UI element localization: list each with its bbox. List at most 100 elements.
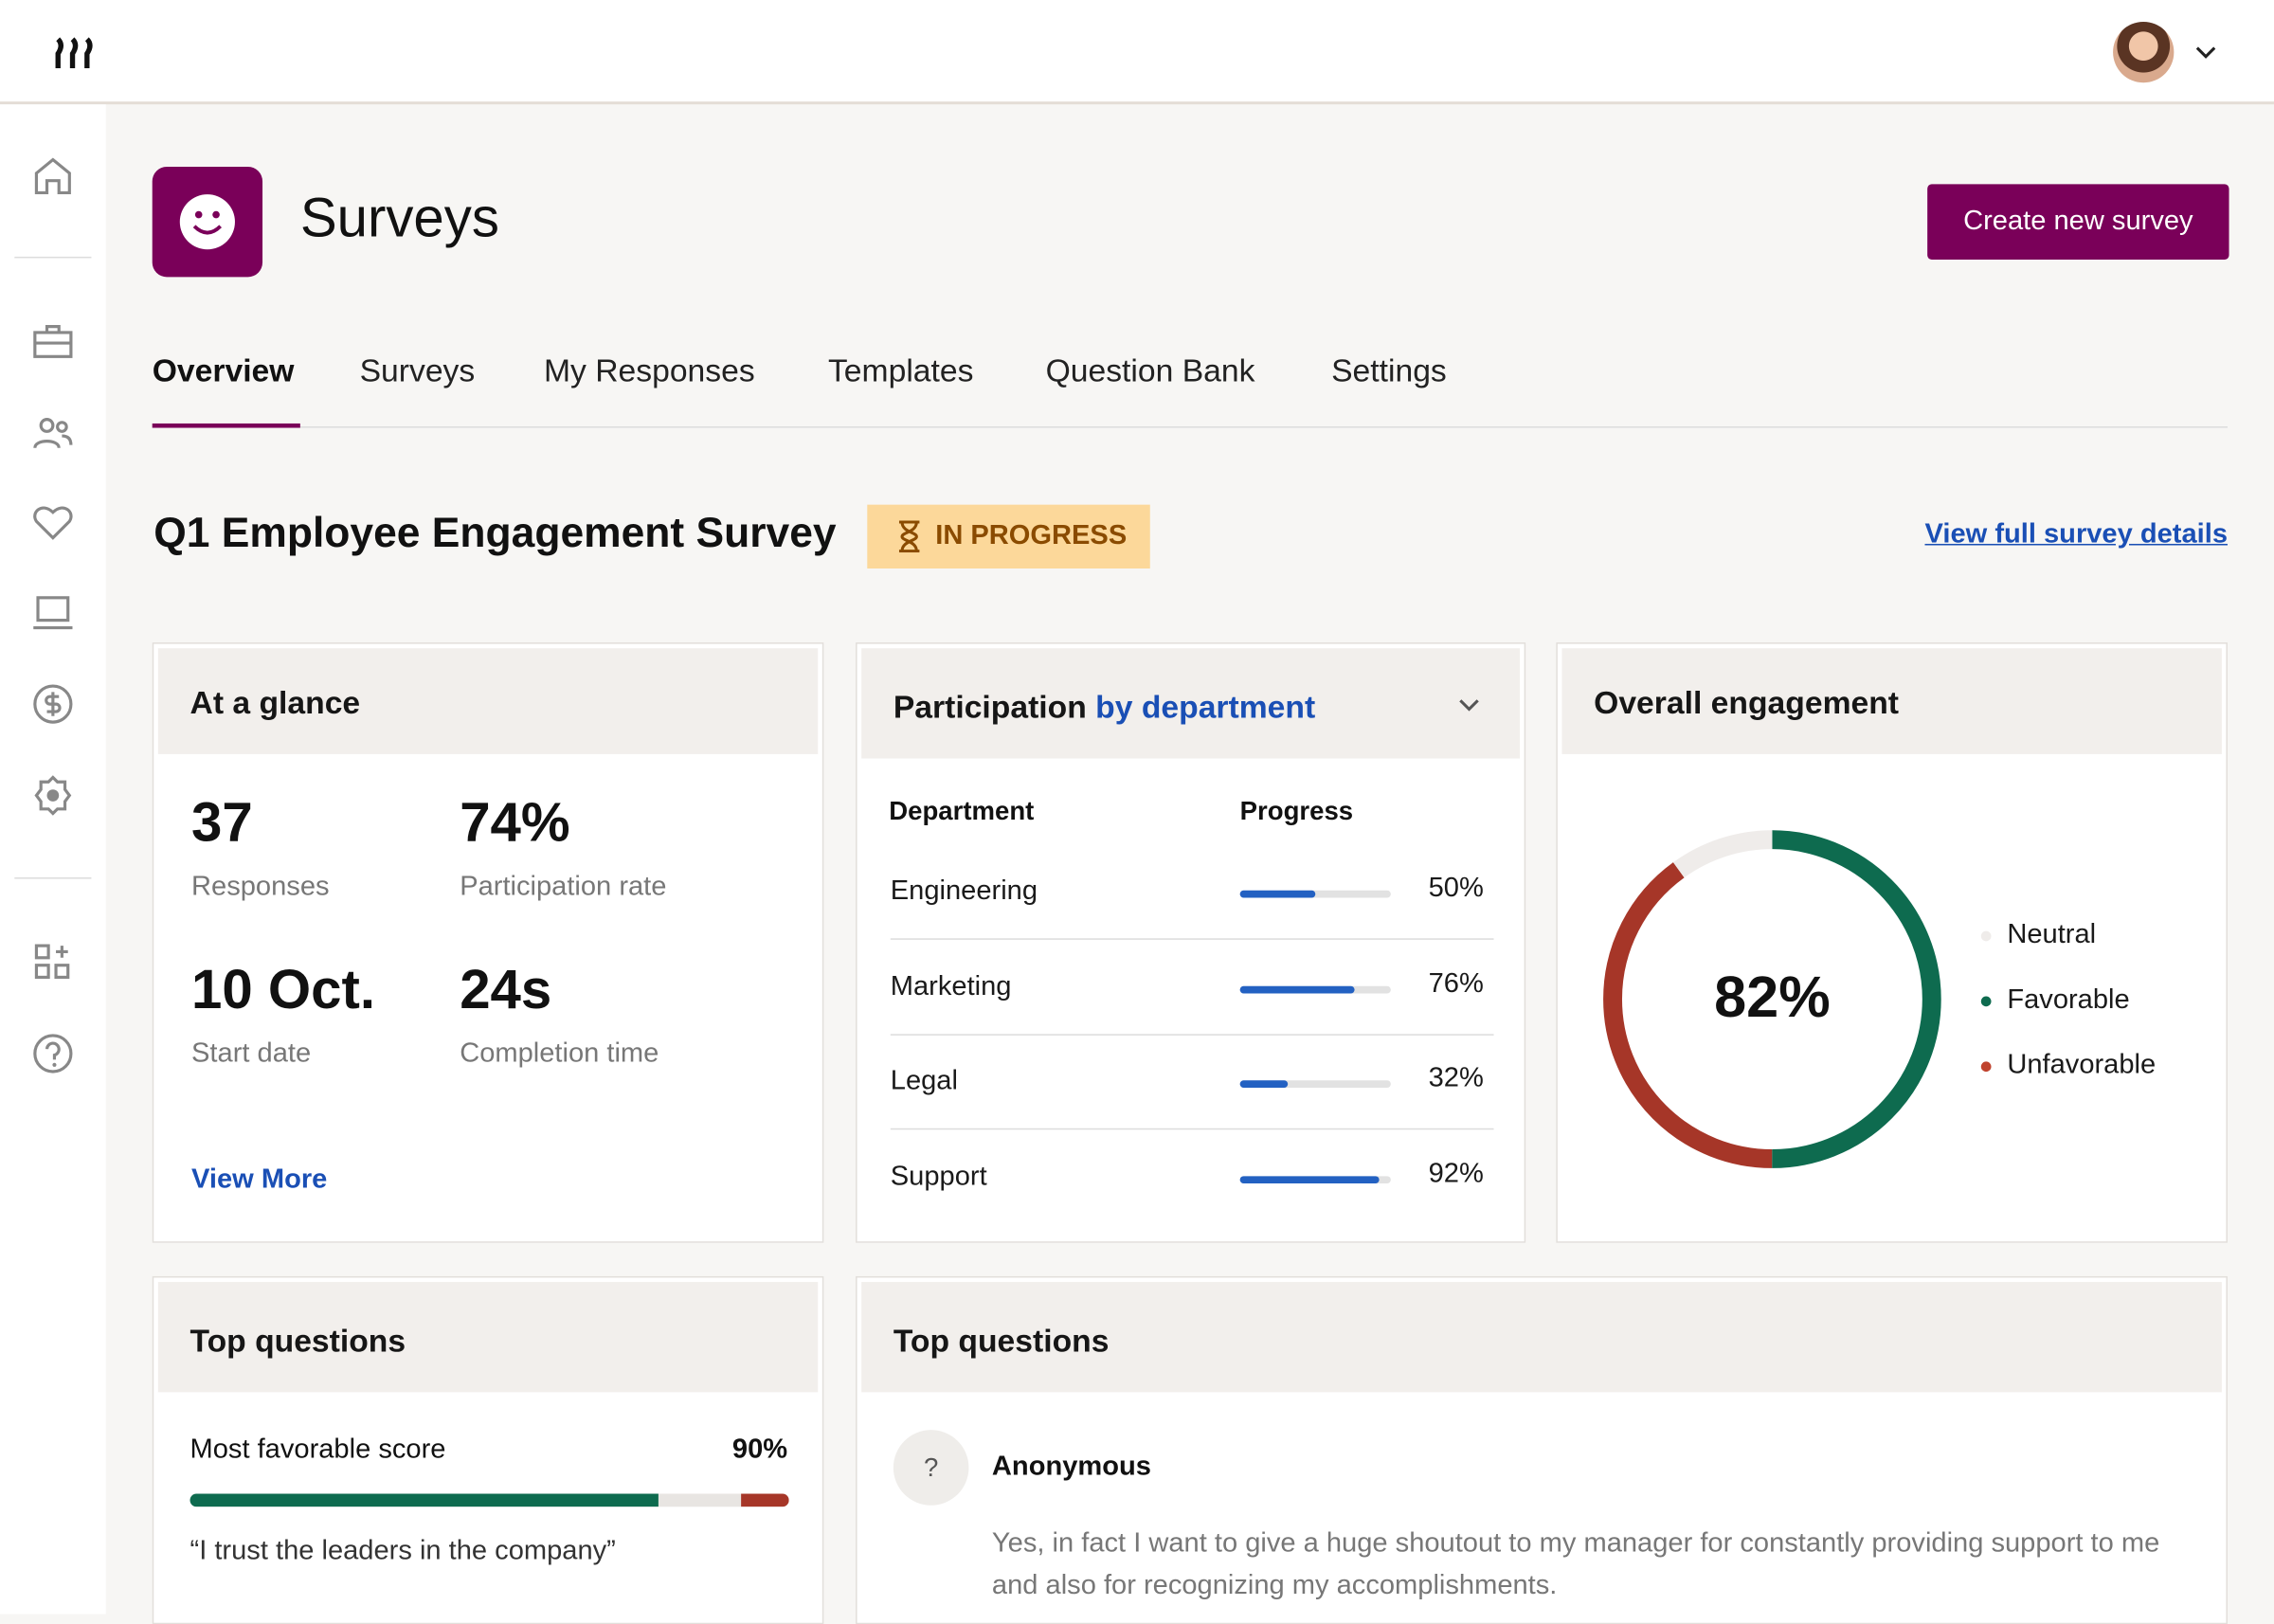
top-questions-card: Top questions Most favorable score 90% “… [152,1275,824,1624]
card-header: Overall engagement [1561,648,2222,754]
card-title: Overall engagement [1594,684,1900,721]
smiley-icon [179,194,235,250]
comment-author: Anonymous [991,1452,1151,1483]
legend-item: Unfavorable [1980,1050,2157,1082]
status-badge: IN PROGRESS [867,504,1150,568]
question-quote: “I trust the leaders in the company” [190,1535,616,1567]
apps-icon[interactable] [32,941,74,983]
settings-icon[interactable] [32,774,74,816]
department-name: Legal [890,1065,958,1097]
card-header: Top questions [861,1282,2222,1393]
card-title: Top questions [893,1322,1110,1360]
view-more-link[interactable]: View More [191,1164,328,1196]
legend-item: Neutral [1980,919,2097,951]
legend-label: Unfavorable [2007,1050,2157,1081]
card-header: Top questions [157,1282,819,1393]
favorable-score-value: 90% [731,1434,788,1465]
progress-fill [1239,1080,1289,1088]
chevron-down-icon[interactable] [1457,696,1480,713]
tab-question-bank[interactable]: Question Bank [1045,352,1255,389]
department-dropdown-label[interactable]: by department [1095,689,1316,726]
progress-fill [1239,890,1316,898]
participation-percent: 32% [1428,1062,1484,1094]
hourglass-icon [898,520,920,553]
top-bar [0,0,2274,105]
start-date-value: 10 Oct. [191,960,376,1021]
view-survey-details-link[interactable]: View full survey details [1924,518,2229,550]
column-header-department: Department [889,796,1035,825]
participation-card: Participation by department Department P… [856,642,1526,1243]
favorable-score-label: Most favorable score [190,1434,446,1465]
row-divider [890,938,1494,940]
participation-progress-bar [1239,890,1391,898]
department-name: Support [890,1161,987,1192]
briefcase-icon[interactable] [32,320,74,362]
people-icon[interactable] [32,412,74,454]
responses-label: Responses [191,871,330,903]
tab-overview[interactable]: Overview [152,352,295,389]
responses-value: 37 [191,793,253,855]
legend-dot [1980,1061,1992,1073]
participation-progress-bar [1239,1080,1391,1088]
column-header-progress: Progress [1239,796,1354,825]
department-name: Engineering [890,875,1038,907]
comment-text: Yes, in fact I want to give a huge shout… [991,1528,2160,1601]
at-a-glance-card: At a glance 37 Responses 74% Participati… [152,642,824,1243]
legend-dot [1980,930,1992,942]
engagement-percent: 82% [1714,965,1831,1030]
active-tab-indicator [152,423,300,428]
laptop-icon[interactable] [32,591,74,633]
participation-percent: 92% [1428,1158,1484,1189]
card-header: At a glance [157,648,819,754]
participation-progress-bar [1239,985,1391,993]
favorable-score-bar [190,1493,789,1507]
overall-engagement-card: Overall engagement 82% Neutral Favorable U… [1556,642,2229,1243]
home-icon[interactable] [32,155,74,197]
tab-templates[interactable]: Templates [827,352,974,389]
dollar-icon[interactable] [32,683,74,725]
completion-time-value: 24s [460,960,552,1021]
participation-percent: 50% [1428,873,1484,904]
favorable-segment [190,1493,659,1507]
legend-label: Neutral [2007,919,2097,950]
engagement-donut-chart [1603,830,1941,1168]
heart-icon[interactable] [32,502,74,544]
page-title: Surveys [299,188,499,250]
progress-fill [1239,1175,1380,1183]
participation-label: Participation rate [460,871,667,903]
start-date-label: Start date [191,1038,312,1070]
completion-time-label: Completion time [460,1038,659,1070]
card-header[interactable]: Participation by department [861,648,1521,759]
participation-percent: 76% [1428,967,1484,999]
progress-fill [1239,985,1355,993]
card-title: Participation by department [893,689,1315,727]
participation-value: 74% [460,793,570,855]
logo[interactable] [54,36,100,71]
legend-label: Favorable [2007,984,2130,1016]
unfavorable-segment [741,1493,789,1507]
tab-settings[interactable]: Settings [1331,352,1447,389]
tab-my-responses[interactable]: My Responses [543,352,755,389]
donut-segment-unfavorable [1603,830,1941,1168]
row-divider [890,1033,1494,1036]
top-questions-comments-card: Top questions ? Anonymous Yes, in fact I… [856,1275,2229,1624]
surveys-app-icon [152,167,263,278]
status-text: IN PROGRESS [935,520,1128,551]
chevron-down-icon[interactable] [2194,44,2217,61]
sidebar [0,104,106,1615]
department-name: Marketing [890,970,1012,1001]
participation-progress-bar [1239,1175,1391,1183]
row-divider [890,1128,1494,1130]
card-title: Top questions [190,1322,406,1360]
survey-title: Q1 Employee Engagement Survey [153,510,837,557]
sidebar-divider [14,877,92,879]
sidebar-divider [14,256,92,259]
donut-segment-neutral [1603,830,1941,1168]
avatar[interactable] [2113,21,2175,83]
tab-surveys[interactable]: Surveys [359,352,476,389]
create-survey-button[interactable]: Create new survey [1927,184,2229,260]
help-icon[interactable] [32,1033,74,1074]
legend-item: Favorable [1980,984,2130,1017]
card-title-text: Participation [893,689,1087,726]
tabs-divider [152,425,2229,428]
